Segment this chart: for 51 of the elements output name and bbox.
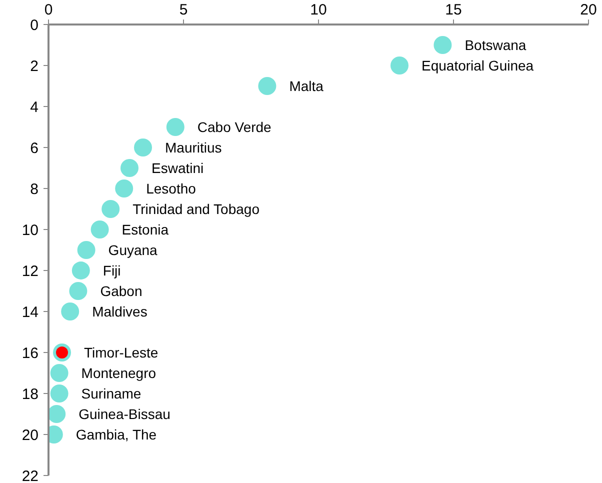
y-tick-label: 4 [30, 99, 38, 116]
x-tick-label: 10 [310, 2, 327, 18]
point [166, 118, 184, 136]
annotation: Montenegro [81, 365, 156, 381]
y-tick-label: 8 [30, 181, 38, 198]
annotation: Trinidad and Tobago [132, 201, 260, 217]
y-tick-label: 20 [22, 427, 39, 444]
annotation: Cabo Verde [197, 119, 272, 135]
annotation: Maldives [92, 304, 148, 320]
point [72, 262, 90, 280]
point [90, 220, 109, 238]
point [48, 405, 66, 423]
y-tick-label: 22 [22, 468, 39, 483]
y-tick-label: 16 [22, 345, 39, 362]
point [134, 138, 152, 156]
y-tick-label: 2 [30, 58, 38, 75]
y-tick-label: 10 [22, 222, 39, 239]
x-tick-label: 0 [44, 2, 53, 18]
annotation: Eswatini [152, 160, 204, 176]
x-tick-label: 15 [445, 2, 462, 18]
y-tick-label: 6 [30, 140, 38, 157]
annotation: Malta [289, 78, 324, 94]
annotation: Lesotho [146, 180, 196, 196]
point [115, 180, 134, 198]
point [434, 36, 452, 54]
annotation: Guinea-Bissau [78, 406, 170, 422]
x-tick-label: 5 [179, 2, 188, 18]
y-tick-label: 14 [22, 304, 39, 321]
annotation: Guyana [108, 242, 158, 258]
annotation: Botswana [464, 37, 526, 53]
y-tick-label: 18 [22, 386, 39, 403]
annotation: Suriname [81, 386, 142, 402]
annotation: Gabon [100, 283, 142, 299]
point [120, 159, 138, 177]
y-tick-label: 12 [22, 263, 39, 280]
point [61, 302, 80, 320]
annotation: Fiji [102, 262, 121, 278]
point [390, 56, 408, 74]
annotation: Estonia [122, 222, 169, 238]
x-tick-label: 20 [580, 2, 597, 18]
annotation: Equatorial Guinea [422, 58, 534, 74]
y-tick-label: 0 [30, 17, 38, 34]
point [102, 200, 120, 218]
point [258, 77, 276, 95]
annotation: Gambia, The [76, 426, 157, 442]
point [69, 282, 88, 300]
point [77, 241, 96, 259]
annotation: Mauritius [165, 140, 222, 156]
annotation: Timor-Leste [84, 344, 158, 360]
point [50, 364, 68, 382]
point [50, 384, 68, 402]
